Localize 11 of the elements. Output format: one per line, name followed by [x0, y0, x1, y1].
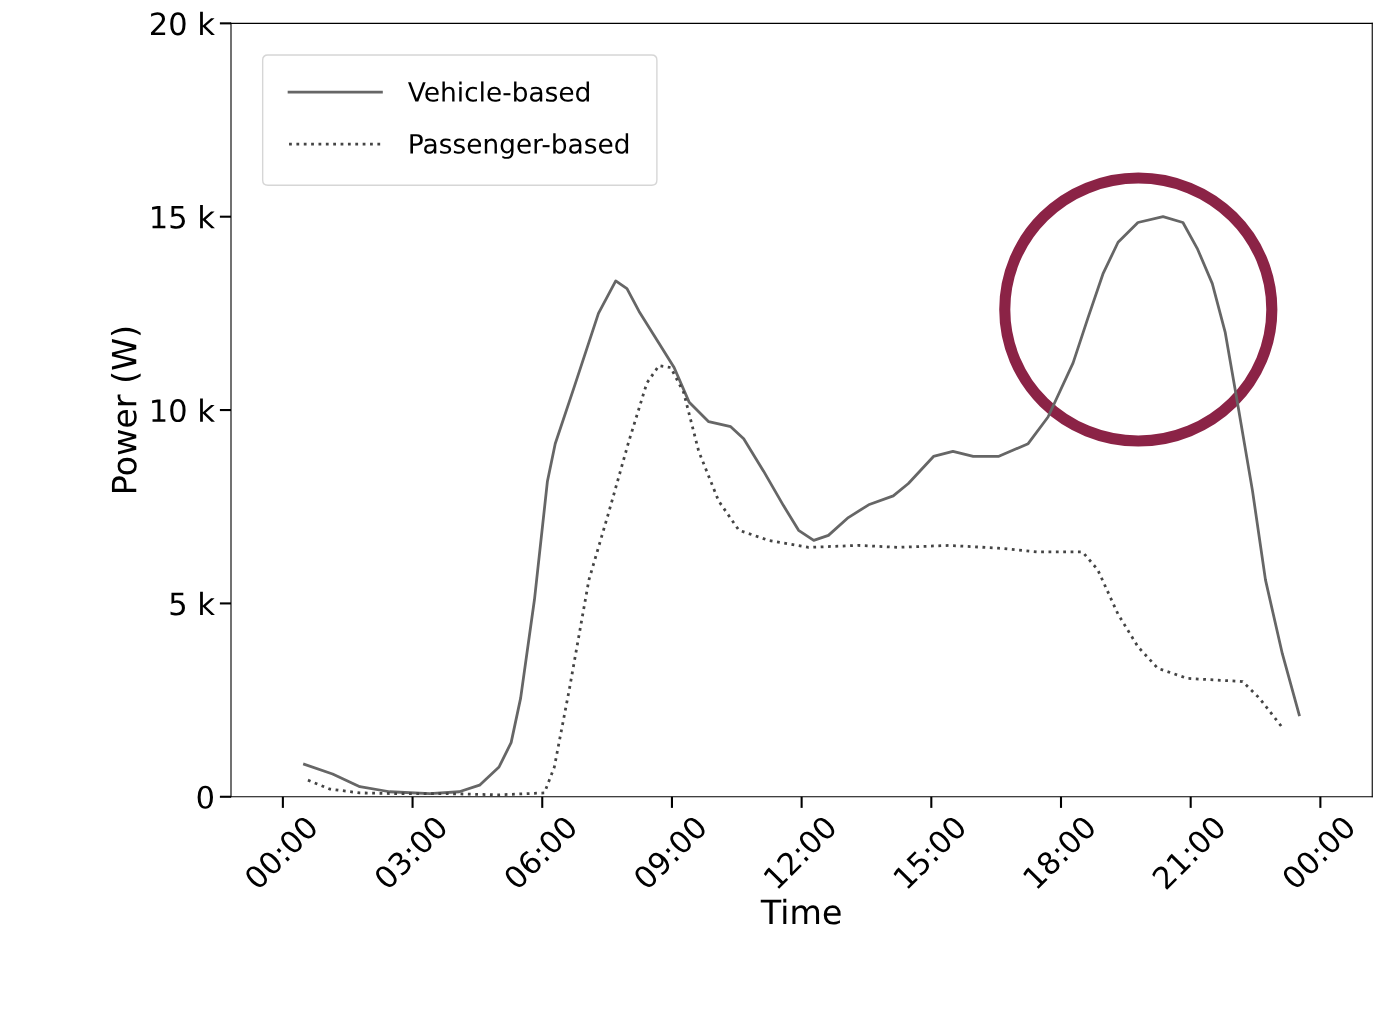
x-axis-title: Time	[760, 898, 841, 925]
line-series	[306, 364, 1284, 797]
legend-label: Vehicle-based	[408, 81, 589, 102]
y-tick-label: 15 k	[152, 205, 215, 229]
line-series	[303, 215, 1301, 796]
y-tick-label: 20 k	[150, 11, 215, 36]
y-tick-label: 5 k	[170, 591, 215, 616]
y-tick-label: 10 k	[152, 398, 215, 423]
y-axis-title: Power (W)	[110, 327, 141, 492]
legend-label: Passenger-based	[410, 133, 629, 159]
y-tick-label: 0	[197, 785, 213, 809]
